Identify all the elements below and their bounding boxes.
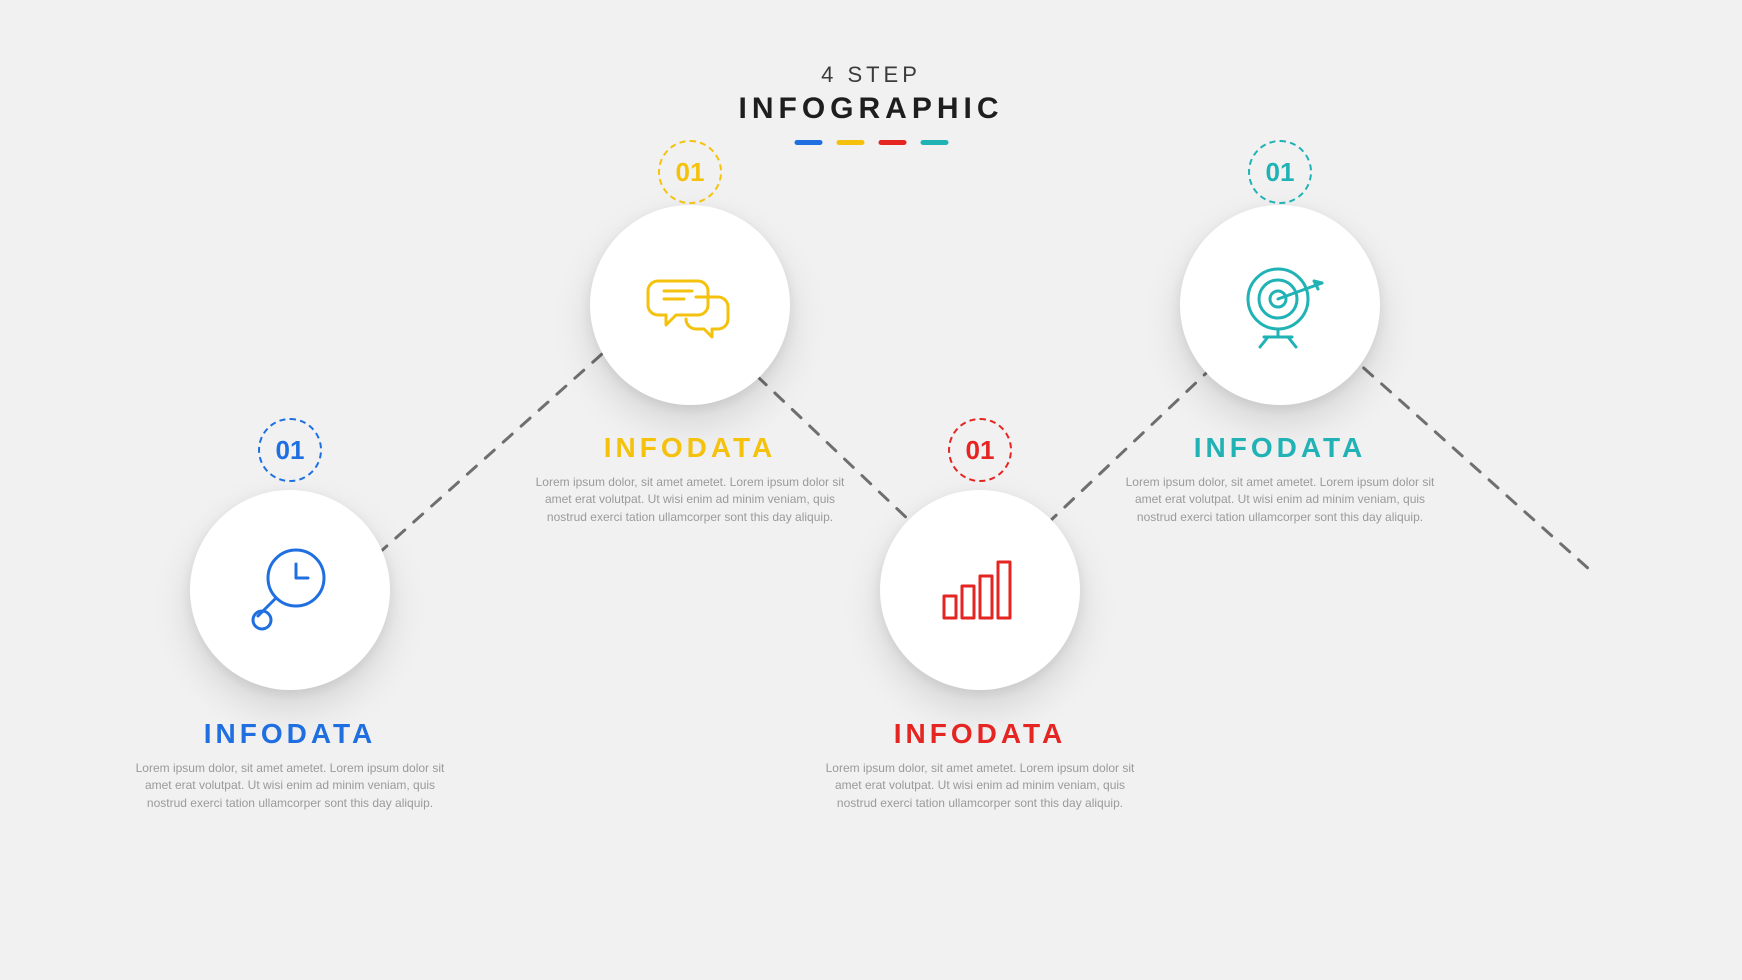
step-2-node xyxy=(590,205,790,405)
step-3-number-badge: 01 xyxy=(948,418,1012,482)
step-2-title: INFODATA xyxy=(530,432,850,464)
step-4-number-badge: 01 xyxy=(1248,140,1312,204)
step-1-number-badge: 01 xyxy=(258,418,322,482)
step-3-title: INFODATA xyxy=(820,718,1140,750)
step-3-body-text: Lorem ipsum dolor, sit amet ametet. Lore… xyxy=(820,760,1140,812)
header-main-title: INFOGRAPHIC xyxy=(739,92,1004,126)
step-2-number-badge: 01 xyxy=(658,140,722,204)
step-4-number: 01 xyxy=(1266,157,1295,188)
header-accent-dash xyxy=(920,140,948,145)
step-2-body-text: Lorem ipsum dolor, sit amet ametet. Lore… xyxy=(530,474,850,526)
connector-lines xyxy=(0,0,1742,980)
target-icon xyxy=(1230,253,1330,358)
step-4-title: INFODATA xyxy=(1120,432,1440,464)
header-small-title: 4 STEP xyxy=(739,62,1004,88)
header-accent-dash xyxy=(878,140,906,145)
step-3-label-block: INFODATA Lorem ipsum dolor, sit amet amet… xyxy=(820,718,1140,812)
header-accent-dash xyxy=(794,140,822,145)
bar-chart-icon xyxy=(930,538,1030,643)
step-1-number: 01 xyxy=(276,435,305,466)
step-1-body-text: Lorem ipsum dolor, sit amet ametet. Lore… xyxy=(130,760,450,812)
infographic-canvas: 4 STEP INFOGRAPHIC 01 INFODATA Lorem ipsum… xyxy=(0,0,1742,980)
header-accent-row xyxy=(739,140,1004,145)
step-4-node xyxy=(1180,205,1380,405)
infographic-header: 4 STEP INFOGRAPHIC xyxy=(739,62,1004,145)
step-2-number: 01 xyxy=(676,157,705,188)
step-1-label-block: INFODATA Lorem ipsum dolor, sit amet amet… xyxy=(130,718,450,812)
step-1-node xyxy=(190,490,390,690)
step-4-body-text: Lorem ipsum dolor, sit amet ametet. Lore… xyxy=(1120,474,1440,526)
step-3-number: 01 xyxy=(966,435,995,466)
step-1-title: INFODATA xyxy=(130,718,450,750)
step-3-node xyxy=(880,490,1080,690)
step-2-label-block: INFODATA Lorem ipsum dolor, sit amet amet… xyxy=(530,432,850,526)
chat-bubbles-icon xyxy=(640,253,740,358)
header-accent-dash xyxy=(836,140,864,145)
magnifier-clock-icon xyxy=(240,538,340,643)
step-4-label-block: INFODATA Lorem ipsum dolor, sit amet amet… xyxy=(1120,432,1440,526)
